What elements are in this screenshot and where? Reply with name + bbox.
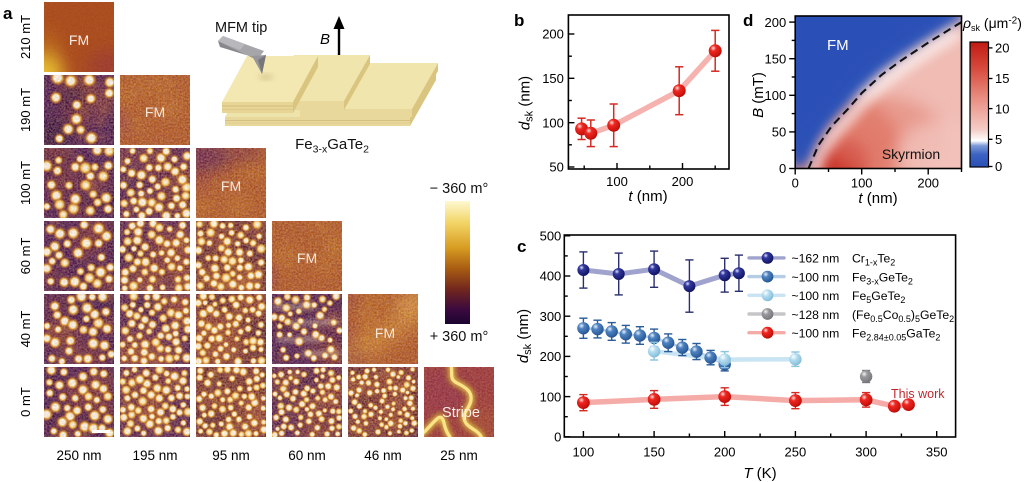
svg-text:~100 nm: ~100 nm (792, 289, 840, 303)
svg-text:t (nm): t (nm) (628, 188, 667, 205)
svg-text:+ 360 m°: + 360 m° (430, 329, 489, 345)
svg-text:B (mT): B (mT) (750, 72, 767, 118)
svg-text:100: 100 (573, 445, 595, 460)
svg-text:50: 50 (549, 160, 563, 175)
svg-text:dsk (nm): dsk (nm) (517, 76, 536, 130)
svg-text:200: 200 (542, 27, 564, 42)
svg-text:0: 0 (792, 176, 799, 191)
svg-text:MFM tip: MFM tip (215, 20, 267, 36)
svg-text:FM: FM (145, 104, 165, 120)
svg-text:20: 20 (995, 41, 1009, 56)
svg-text:a: a (3, 4, 13, 23)
svg-text:Cr1-xTe2: Cr1-xTe2 (852, 252, 895, 268)
svg-text:~162 nm: ~162 nm (792, 252, 840, 266)
svg-text:100: 100 (606, 174, 628, 189)
svg-text:~100 nm: ~100 nm (792, 327, 840, 341)
svg-text:FM: FM (375, 325, 395, 341)
svg-text:25 nm: 25 nm (440, 448, 478, 463)
svg-text:0 mT: 0 mT (18, 387, 33, 417)
svg-text:ρsk (μm-2): ρsk (μm-2) (962, 15, 1022, 33)
svg-text:500: 500 (540, 229, 562, 244)
svg-text:~100 nm: ~100 nm (792, 270, 840, 284)
svg-text:B: B (320, 31, 330, 48)
svg-text:5: 5 (995, 132, 1002, 147)
svg-text:FM: FM (69, 32, 89, 48)
svg-text:(Fe0.5Co0.5)5GeTe2: (Fe0.5Co0.5)5GeTe2 (852, 308, 954, 324)
svg-text:200: 200 (917, 176, 939, 191)
svg-text:Fe5GeTe2: Fe5GeTe2 (852, 289, 905, 305)
svg-text:100: 100 (542, 115, 564, 130)
svg-text:100: 100 (851, 176, 873, 191)
svg-text:FM: FM (221, 178, 241, 194)
svg-text:100: 100 (540, 389, 562, 404)
svg-text:40 mT: 40 mT (18, 311, 33, 348)
svg-text:250: 250 (785, 445, 807, 460)
svg-text:100: 100 (764, 88, 786, 103)
svg-text:FM: FM (297, 250, 317, 266)
svg-text:~128 nm: ~128 nm (792, 308, 840, 322)
svg-text:200: 200 (764, 15, 786, 30)
svg-text:Fe3-xGeTe2: Fe3-xGeTe2 (852, 270, 913, 286)
svg-text:This work: This work (891, 387, 945, 401)
svg-text:210 mT: 210 mT (18, 15, 33, 59)
svg-text:300: 300 (855, 445, 877, 460)
svg-text:t (nm): t (nm) (858, 190, 897, 207)
svg-text:190 mT: 190 mT (18, 88, 33, 132)
svg-text:b: b (514, 11, 524, 30)
svg-text:Skyrmion: Skyrmion (882, 146, 940, 162)
svg-text:d: d (743, 11, 753, 30)
svg-text:50: 50 (772, 125, 786, 140)
svg-text:15: 15 (995, 71, 1009, 86)
svg-text:Stripe: Stripe (442, 405, 480, 421)
svg-text:95 nm: 95 nm (212, 448, 250, 463)
svg-text:400: 400 (540, 269, 562, 284)
svg-text:200: 200 (540, 349, 562, 364)
svg-text:195 nm: 195 nm (132, 448, 177, 463)
svg-text:0: 0 (995, 159, 1002, 174)
svg-text:250 nm: 250 nm (56, 448, 101, 463)
svg-text:150: 150 (643, 445, 665, 460)
svg-text:150: 150 (764, 51, 786, 66)
svg-text:FM: FM (827, 37, 849, 54)
svg-text:dsk (nm): dsk (nm) (515, 309, 534, 363)
svg-text:Fe3-xGaTe2: Fe3-xGaTe2 (295, 136, 369, 156)
svg-text:60 mT: 60 mT (18, 238, 33, 275)
svg-text:300: 300 (540, 309, 562, 324)
svg-text:100 mT: 100 mT (18, 161, 33, 205)
svg-text:10: 10 (995, 101, 1009, 116)
svg-text:350: 350 (926, 445, 948, 460)
svg-text:Fe2.84±0.05GaTe2: Fe2.84±0.05GaTe2 (852, 327, 940, 343)
svg-text:46 nm: 46 nm (364, 448, 402, 463)
svg-text:T (K): T (K) (743, 465, 776, 482)
svg-text:c: c (517, 237, 526, 256)
svg-text:− 360 m°: − 360 m° (430, 181, 489, 197)
svg-text:0: 0 (779, 161, 786, 176)
svg-text:200: 200 (714, 445, 736, 460)
svg-text:60 nm: 60 nm (288, 448, 326, 463)
svg-text:0: 0 (554, 430, 561, 445)
svg-text:150: 150 (542, 71, 564, 86)
svg-text:200: 200 (672, 174, 694, 189)
